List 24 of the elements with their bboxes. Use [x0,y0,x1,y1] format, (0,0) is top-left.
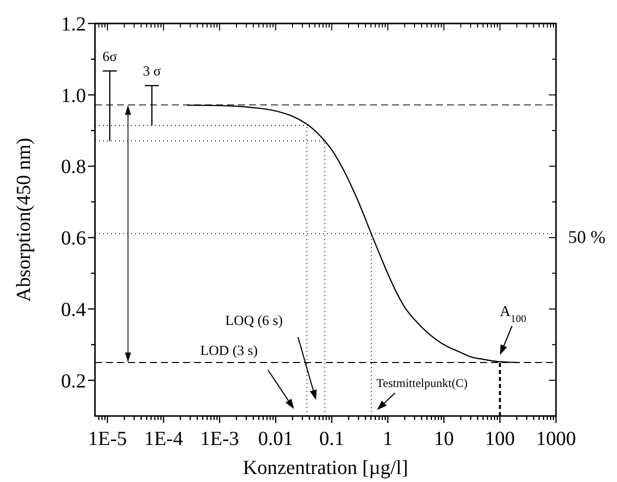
annotation: LOQ (6 s) [225,314,284,329]
x-tick-label: 1E-5 [88,428,127,450]
annotation: Testmittelpunkt(C) [376,376,468,390]
legend-label: 3 σ [142,64,162,80]
x-tick-label: 1 [382,428,393,450]
y-axis-title: Absorption(450 nm) [13,138,35,302]
y-tick-label: 0.2 [61,370,86,392]
x-axis-title: Konzentration [µg/l] [242,457,408,479]
x-tick-label: 1E-3 [200,428,240,450]
x-tick-label: 1E-4 [144,428,183,450]
y-tick-label: 1.2 [61,14,86,36]
x-tick-label: 1000 [536,428,576,450]
x-tick-label: 100 [484,428,515,450]
annotation: A$_{100}$ [500,304,526,324]
series-label: 6σ [102,50,118,65]
text: 50 % [568,227,606,247]
x-tick-label: 0.01 [258,428,294,450]
y-tick-label: 1.0 [61,84,86,107]
x-tick-label: 10 [434,428,454,450]
x-tick-label: 0.1 [319,428,344,450]
y-tick-label: 0.6 [61,228,86,250]
annotation: LOD (3 s) [200,344,258,359]
y-tick-label: 0.8 [61,156,86,178]
y-tick-label: 0.4 [61,298,86,321]
